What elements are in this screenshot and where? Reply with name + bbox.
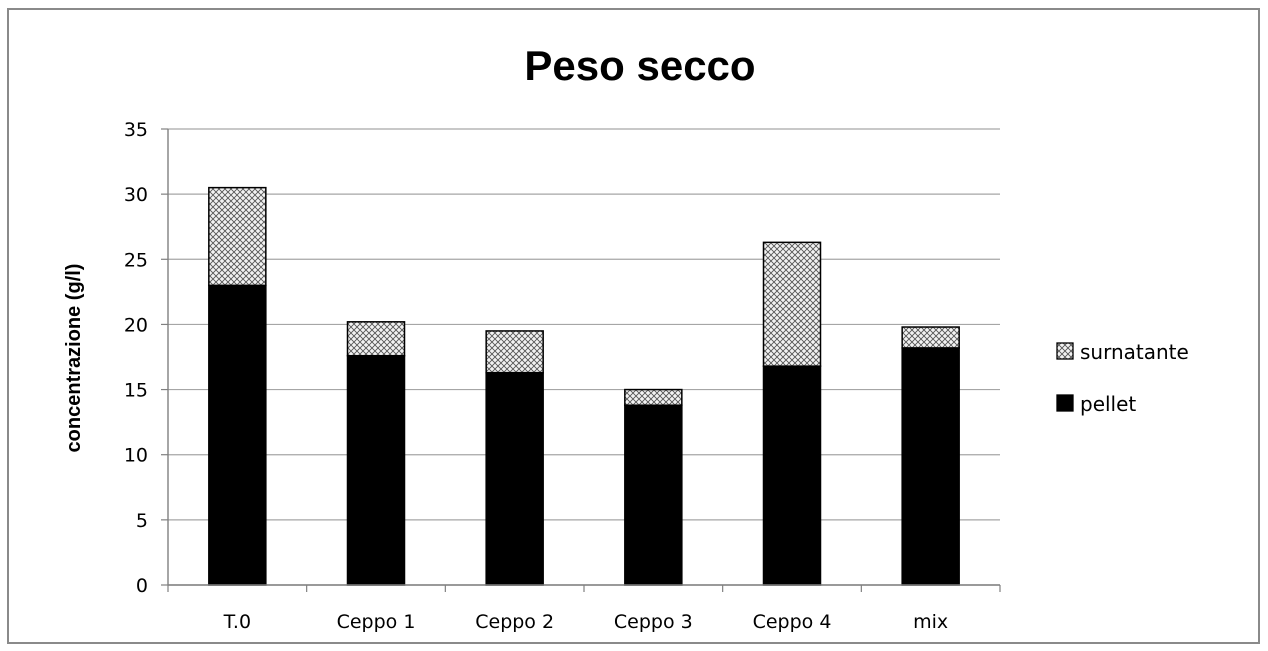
x-tick-label: T.0 [223, 611, 251, 633]
bar-segment-pellet [208, 284, 267, 586]
axes [167, 129, 1000, 586]
chart-title: Peso secco [524, 42, 755, 89]
bar-segment-surnatante [762, 241, 822, 367]
x-tick-label: Ceppo 1 [337, 611, 416, 633]
y-tick-label: 30 [124, 184, 148, 206]
y-tick-label: 10 [124, 445, 148, 467]
y-tick-label: 0 [136, 575, 148, 597]
bar-segment-surnatante [901, 326, 960, 349]
y-tick-label: 25 [124, 249, 148, 271]
y-tick-label: 20 [124, 314, 148, 336]
bar-segment-pellet [346, 354, 406, 586]
y-axis-ticks: 0 5 10 15 20 25 30 35 [124, 119, 168, 597]
bar-segment-pellet [901, 347, 960, 586]
y-tick-label: 35 [124, 119, 148, 141]
bar-segment-surnatante [346, 321, 406, 357]
y-tick-label: 5 [136, 510, 148, 532]
legend-swatch-surnatante [1056, 342, 1074, 360]
y-axis-label: concentrazione (g/l) [63, 264, 85, 453]
x-tick-label: Ceppo 4 [753, 611, 832, 633]
legend-swatch-pellet [1056, 394, 1074, 412]
y-tick-label: 15 [124, 380, 148, 402]
legend-label-pellet: pellet [1080, 392, 1136, 416]
legend: surnatante pellet [1056, 340, 1189, 416]
bar-segment-pellet [762, 365, 822, 586]
bar-segment-surnatante [624, 388, 683, 406]
x-tick-label: Ceppo 2 [475, 611, 554, 633]
bars [208, 186, 960, 586]
bar-segment-pellet [624, 404, 683, 586]
x-tick-label: Ceppo 3 [614, 611, 693, 633]
x-axis-ticks: T.0 Ceppo 1 Ceppo 2 Ceppo 3 Ceppo 4 mix [167, 585, 1001, 633]
bar-segment-surnatante [485, 330, 544, 374]
bar-segment-pellet [485, 371, 544, 586]
bar-segment-surnatante [208, 186, 267, 287]
x-tick-label: mix [913, 611, 948, 633]
gridlines [168, 128, 1000, 586]
legend-label-surnatante: surnatante [1080, 340, 1189, 364]
